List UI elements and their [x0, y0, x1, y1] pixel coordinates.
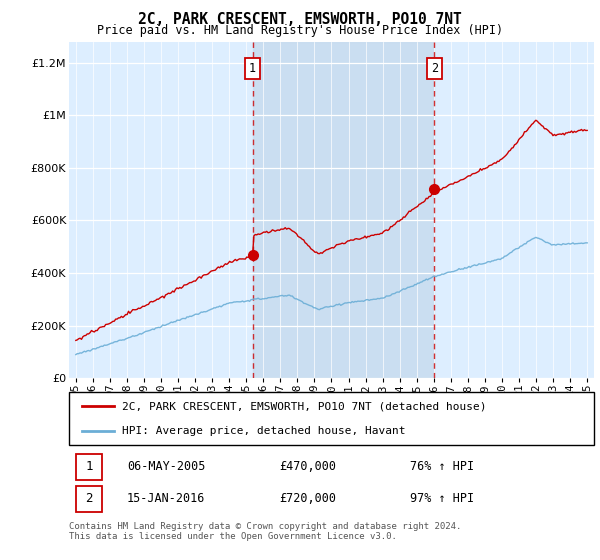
Text: 97% ↑ HPI: 97% ↑ HPI	[410, 492, 475, 505]
Text: HPI: Average price, detached house, Havant: HPI: Average price, detached house, Hava…	[121, 426, 405, 436]
Text: Contains HM Land Registry data © Crown copyright and database right 2024.
This d: Contains HM Land Registry data © Crown c…	[69, 522, 461, 542]
Text: £470,000: £470,000	[279, 460, 336, 473]
FancyBboxPatch shape	[76, 486, 101, 512]
Text: 1: 1	[85, 460, 93, 473]
Text: £720,000: £720,000	[279, 492, 336, 505]
Text: 2: 2	[431, 62, 438, 74]
Text: 76% ↑ HPI: 76% ↑ HPI	[410, 460, 475, 473]
Text: 2C, PARK CRESCENT, EMSWORTH, PO10 7NT (detached house): 2C, PARK CRESCENT, EMSWORTH, PO10 7NT (d…	[121, 402, 486, 412]
Text: 1: 1	[249, 62, 256, 74]
Text: 06-MAY-2005: 06-MAY-2005	[127, 460, 205, 473]
Text: 2: 2	[85, 492, 93, 505]
Text: 15-JAN-2016: 15-JAN-2016	[127, 492, 205, 505]
Bar	[253, 42, 434, 378]
Text: 2C, PARK CRESCENT, EMSWORTH, PO10 7NT: 2C, PARK CRESCENT, EMSWORTH, PO10 7NT	[138, 12, 462, 27]
Text: Price paid vs. HM Land Registry's House Price Index (HPI): Price paid vs. HM Land Registry's House …	[97, 24, 503, 37]
FancyBboxPatch shape	[69, 392, 594, 445]
FancyBboxPatch shape	[76, 454, 101, 480]
